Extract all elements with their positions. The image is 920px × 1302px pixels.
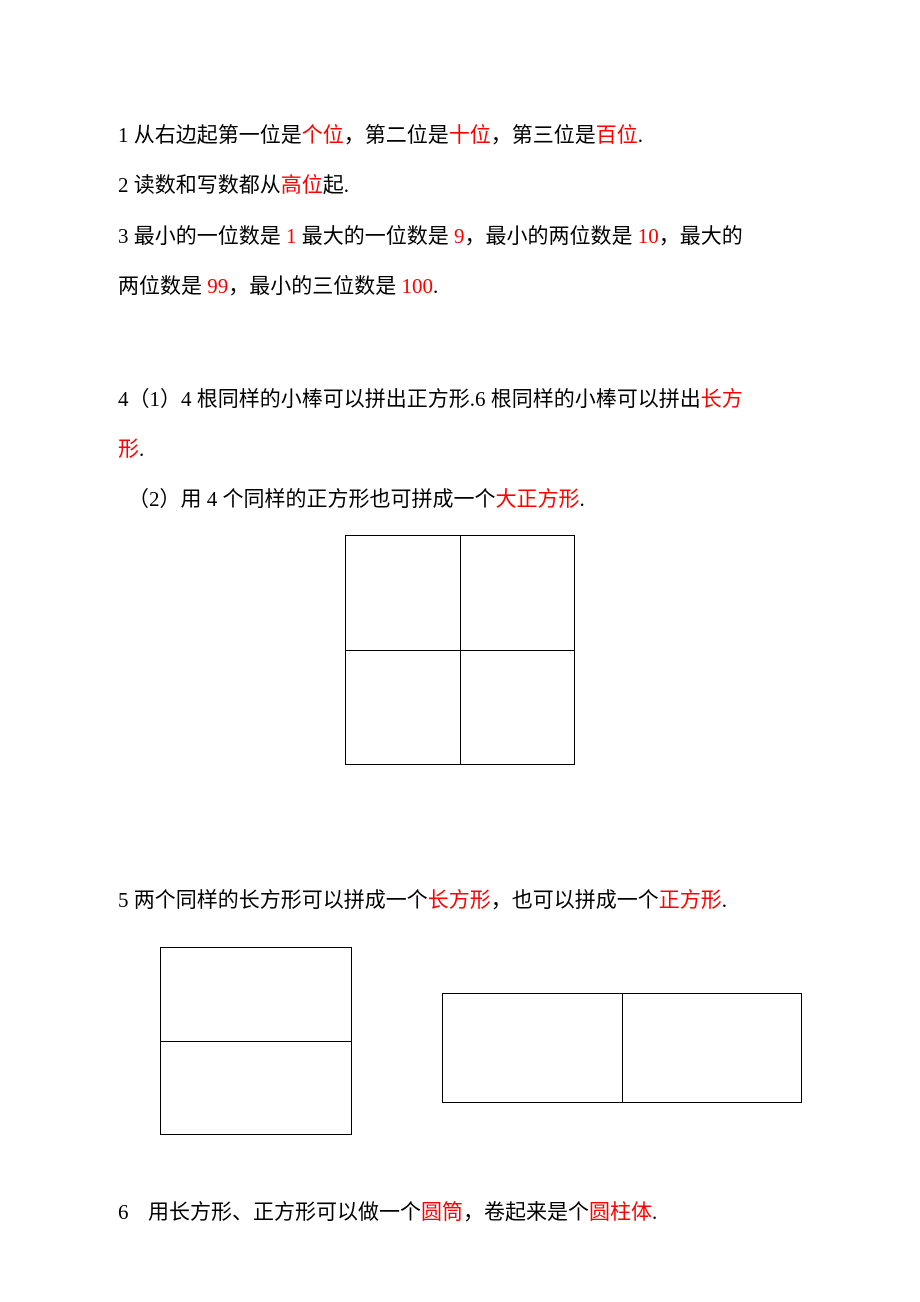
item-5: 5 两个同样的长方形可以拼成一个长方形，也可以拼成一个正方形.	[118, 875, 802, 925]
spacer	[118, 312, 802, 374]
item-6: 6 用长方形、正方形可以做一个圆筒，卷起来是个圆柱体.	[118, 1187, 802, 1237]
text: （2）用 4 个同样的正方形也可拼成一个	[128, 487, 496, 511]
text: 1 从右边起第一位是	[118, 123, 302, 147]
highlight-zhengfangxing: 正方形	[659, 888, 722, 912]
highlight-xing: 形	[118, 437, 139, 461]
text: 2 读数和写数都从	[118, 173, 281, 197]
highlight-changfang: 长方	[701, 387, 743, 411]
figure-stacked-rectangles	[160, 947, 352, 1135]
grid-line-horizontal	[346, 650, 574, 651]
text: .	[580, 487, 585, 511]
document-page: 1 从右边起第一位是个位，第二位是十位，第三位是百位. 2 读数和写数都从高位起…	[0, 0, 920, 1302]
spacer	[118, 765, 802, 875]
highlight-baiwei: 百位	[596, 123, 638, 147]
item-3-line2: 两位数是 99，最小的三位数是 100.	[118, 261, 802, 311]
highlight-yuanzhuti: 圆柱体	[589, 1200, 652, 1224]
highlight-dazhengfangxing: 大正方形	[496, 487, 580, 511]
item-2: 2 读数和写数都从高位起.	[118, 160, 802, 210]
text: ，卷起来是个	[463, 1200, 589, 1224]
figure-row	[160, 947, 802, 1135]
highlight-99: 99	[207, 274, 228, 298]
text: ，第二位是	[344, 123, 449, 147]
text: ，最小的两位数是	[465, 224, 638, 248]
text: 最大的一位数是	[297, 224, 455, 248]
grid-line-vertical	[622, 994, 623, 1102]
item-number: 6	[118, 1187, 148, 1237]
item-3-line1: 3 最小的一位数是 1 最大的一位数是 9，最小的两位数是 10，最大的	[118, 211, 802, 261]
text: .	[638, 123, 643, 147]
text: .	[652, 1200, 657, 1224]
highlight-yuantong: 圆筒	[421, 1200, 463, 1224]
text: 4（1）4 根同样的小棒可以拼出正方形.6 根同样的小棒可以拼出	[118, 387, 701, 411]
text: 3 最小的一位数是	[118, 224, 286, 248]
text: ，最小的三位数是	[228, 274, 401, 298]
text: .	[139, 437, 144, 461]
text: 两位数是	[118, 274, 207, 298]
text: .	[722, 888, 727, 912]
text: .	[433, 274, 438, 298]
highlight-9: 9	[454, 224, 465, 248]
figure-2x2-square	[345, 535, 575, 765]
item-4-2: （2）用 4 个同样的正方形也可拼成一个大正方形.	[118, 474, 802, 524]
text: 起.	[323, 173, 349, 197]
text: ，也可以拼成一个	[491, 888, 659, 912]
highlight-gewei: 个位	[302, 123, 344, 147]
highlight-1: 1	[286, 224, 297, 248]
text: 用长方形、正方形可以做一个	[148, 1200, 421, 1224]
highlight-changfangxing: 长方形	[428, 888, 491, 912]
grid-line-horizontal	[161, 1041, 351, 1042]
highlight-100: 100	[402, 274, 434, 298]
item-4-1-line2: 形.	[118, 424, 802, 474]
text: 5 两个同样的长方形可以拼成一个	[118, 888, 428, 912]
text: ，最大的	[659, 224, 743, 248]
item-1: 1 从右边起第一位是个位，第二位是十位，第三位是百位.	[118, 110, 802, 160]
highlight-10: 10	[638, 224, 659, 248]
item-4-1-line1: 4（1）4 根同样的小棒可以拼出正方形.6 根同样的小棒可以拼出长方	[118, 374, 802, 424]
highlight-shiwei: 十位	[449, 123, 491, 147]
figure-side-rectangles	[442, 993, 802, 1103]
highlight-gaowei: 高位	[281, 173, 323, 197]
text: ，第三位是	[491, 123, 596, 147]
